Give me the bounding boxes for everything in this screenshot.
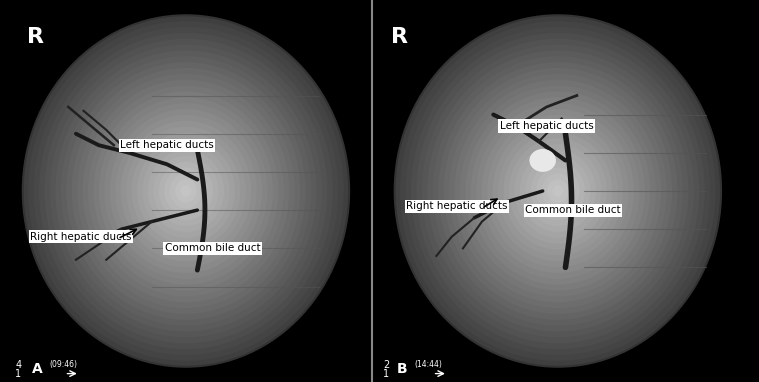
Ellipse shape xyxy=(498,126,618,256)
Ellipse shape xyxy=(159,162,213,220)
Ellipse shape xyxy=(525,156,591,226)
Ellipse shape xyxy=(115,115,257,267)
Ellipse shape xyxy=(547,179,568,203)
Ellipse shape xyxy=(77,74,294,308)
Ellipse shape xyxy=(449,74,666,308)
Ellipse shape xyxy=(477,103,639,279)
Ellipse shape xyxy=(455,80,661,302)
Ellipse shape xyxy=(493,121,623,261)
Ellipse shape xyxy=(422,45,694,337)
Ellipse shape xyxy=(88,86,284,296)
Ellipse shape xyxy=(50,45,322,337)
Text: 2: 2 xyxy=(383,360,389,370)
Ellipse shape xyxy=(400,21,716,361)
Ellipse shape xyxy=(443,68,672,314)
Ellipse shape xyxy=(71,68,300,314)
Ellipse shape xyxy=(181,185,191,197)
Text: 1: 1 xyxy=(15,369,21,379)
Ellipse shape xyxy=(411,33,704,349)
Text: Common bile duct: Common bile duct xyxy=(525,205,621,215)
Text: Right hepatic ducts: Right hepatic ducts xyxy=(406,201,508,211)
Ellipse shape xyxy=(482,109,634,273)
Ellipse shape xyxy=(143,144,229,238)
Ellipse shape xyxy=(148,150,224,232)
Ellipse shape xyxy=(395,15,721,367)
Ellipse shape xyxy=(110,109,262,273)
Ellipse shape xyxy=(169,173,202,209)
Text: Left hepatic ducts: Left hepatic ducts xyxy=(499,121,594,131)
Ellipse shape xyxy=(433,56,683,326)
Ellipse shape xyxy=(553,185,563,197)
Ellipse shape xyxy=(153,156,219,226)
Ellipse shape xyxy=(126,126,246,256)
Ellipse shape xyxy=(23,15,349,367)
Ellipse shape xyxy=(83,80,289,302)
Text: A: A xyxy=(32,363,43,376)
Text: (09:46): (09:46) xyxy=(49,360,77,369)
Text: Left hepatic ducts: Left hepatic ducts xyxy=(120,140,214,150)
Ellipse shape xyxy=(39,33,333,349)
Ellipse shape xyxy=(137,138,235,244)
Text: 4: 4 xyxy=(15,360,21,370)
Text: (14:44): (14:44) xyxy=(414,360,442,369)
Ellipse shape xyxy=(520,150,596,232)
Text: 1: 1 xyxy=(383,369,389,379)
Ellipse shape xyxy=(55,50,317,332)
Ellipse shape xyxy=(542,173,575,209)
Ellipse shape xyxy=(66,62,306,320)
Ellipse shape xyxy=(531,162,585,220)
Ellipse shape xyxy=(465,91,650,291)
Text: Common bile duct: Common bile duct xyxy=(165,243,260,253)
Ellipse shape xyxy=(164,168,208,214)
Ellipse shape xyxy=(99,97,273,285)
Text: B: B xyxy=(397,363,408,376)
Text: R: R xyxy=(27,27,43,47)
Ellipse shape xyxy=(503,133,613,249)
Ellipse shape xyxy=(121,121,251,261)
Ellipse shape xyxy=(460,86,656,296)
Ellipse shape xyxy=(28,21,344,361)
Ellipse shape xyxy=(405,27,710,355)
Ellipse shape xyxy=(417,39,699,343)
Ellipse shape xyxy=(93,91,279,291)
Ellipse shape xyxy=(515,144,601,238)
Ellipse shape xyxy=(33,27,339,355)
Ellipse shape xyxy=(536,168,580,214)
Text: R: R xyxy=(391,27,408,47)
Ellipse shape xyxy=(471,97,645,285)
Ellipse shape xyxy=(509,138,607,244)
Ellipse shape xyxy=(45,39,327,343)
Text: Right hepatic ducts: Right hepatic ducts xyxy=(30,232,132,242)
Ellipse shape xyxy=(487,115,628,267)
Ellipse shape xyxy=(104,103,268,279)
Ellipse shape xyxy=(529,149,556,172)
Ellipse shape xyxy=(175,179,197,203)
Ellipse shape xyxy=(427,50,688,332)
Ellipse shape xyxy=(438,62,678,320)
Ellipse shape xyxy=(61,56,311,326)
Ellipse shape xyxy=(131,133,241,249)
